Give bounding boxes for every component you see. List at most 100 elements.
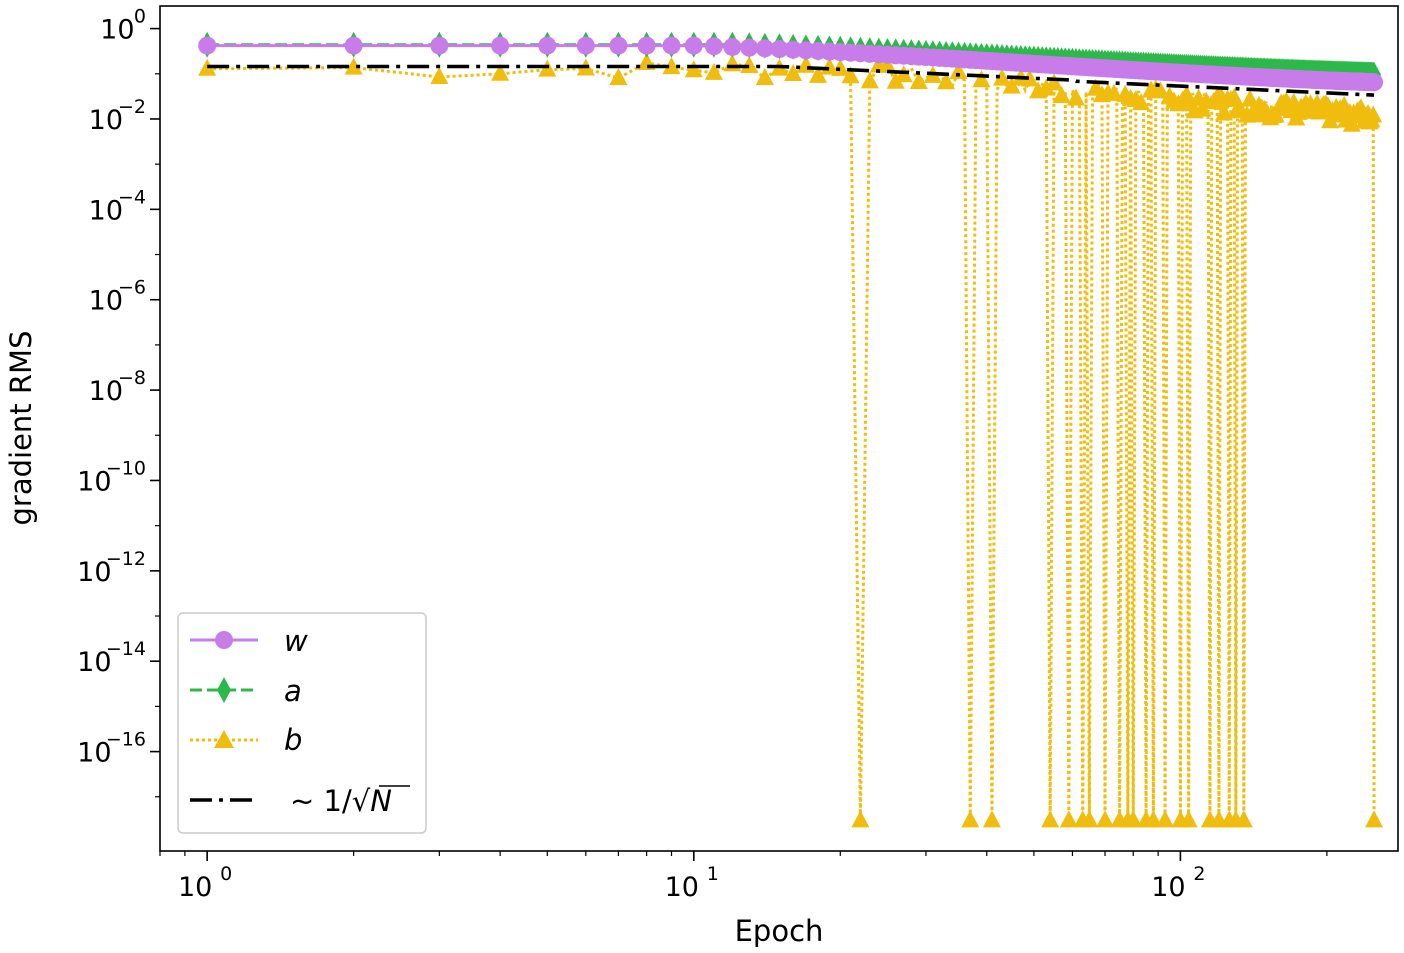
data-point-b: [784, 63, 803, 81]
data-point-w: [784, 40, 803, 59]
y-tick-exponent: −10: [106, 457, 146, 479]
data-point-b: [1104, 83, 1123, 101]
data-point-b: [740, 56, 759, 74]
y-tick-exponent: −2: [118, 96, 146, 118]
data-point-b: [344, 57, 363, 75]
x-tick-label: 10: [1151, 872, 1185, 903]
data-point-b: [860, 71, 879, 89]
plot-frame: [159, 5, 1399, 852]
legend-label-w: w: [284, 624, 308, 658]
legend-sqrt-arg: N: [370, 784, 392, 818]
data-point-w: [723, 37, 742, 56]
y-tick-exponent: 0: [134, 6, 146, 28]
series-markers-w: [198, 36, 1384, 92]
axis-ticks: 10 0 10 1 10 2010−210−410−610−810−1010−1210−1…: [77, 6, 1328, 903]
data-point-b: [937, 72, 956, 90]
data-point-b: [982, 810, 1001, 828]
data-point-b: [704, 62, 723, 80]
data-point-b: [972, 70, 991, 88]
data-point-b: [993, 68, 1012, 86]
data-point-b: [1045, 73, 1064, 91]
data-point-b: [1096, 810, 1115, 828]
data-point-w: [538, 36, 557, 55]
data-point-b: [1041, 810, 1060, 828]
x-tick-exponent: 2: [1193, 863, 1205, 885]
y-tick-exponent: −4: [118, 186, 146, 208]
data-point-w: [198, 36, 217, 55]
x-tick-exponent: 0: [220, 863, 232, 885]
data-point-b: [1080, 810, 1099, 828]
data-point-w: [662, 36, 681, 55]
data-point-b: [961, 810, 980, 828]
y-tick-exponent: −6: [118, 277, 146, 299]
data-point-b: [1156, 810, 1175, 828]
y-tick-label: 10: [77, 738, 111, 769]
data-point-b: [1059, 810, 1078, 828]
data-point-b: [1225, 87, 1244, 105]
legend-label-a: a: [284, 674, 302, 708]
series-markers-b: [198, 52, 1384, 828]
data-point-w: [491, 36, 510, 55]
data-point-b: [684, 60, 703, 78]
x-axis-label: Epoch: [735, 914, 824, 948]
y-tick-exponent: −12: [106, 548, 146, 570]
data-point-b: [809, 65, 828, 83]
data-point-b: [831, 58, 850, 76]
data-point-b: [1002, 76, 1021, 94]
data-point-b: [1365, 810, 1384, 828]
data-point-b: [1066, 88, 1085, 106]
y-tick-exponent: −8: [118, 367, 146, 389]
data-point-b: [1020, 69, 1039, 87]
data-point-w: [1365, 73, 1384, 92]
data-point-b: [609, 67, 628, 85]
y-tick-label: 10: [89, 376, 123, 407]
data-point-w: [684, 36, 703, 55]
data-point-b: [1234, 810, 1253, 828]
x-tick-exponent: 1: [707, 863, 719, 885]
data-point-w: [637, 36, 656, 55]
y-tick-exponent: −14: [106, 638, 146, 660]
data-point-b: [1052, 85, 1071, 103]
data-point-b: [1037, 78, 1056, 96]
data-point-b: [491, 63, 510, 81]
data-point-b: [886, 71, 905, 89]
data-point-b: [198, 58, 217, 76]
y-tick-exponent: −16: [106, 729, 146, 751]
data-point-b: [949, 61, 968, 79]
data-point-w: [430, 36, 449, 55]
legend-handle-a-marker: [217, 677, 231, 703]
data-point-b: [909, 71, 928, 89]
y-tick-label: 10: [100, 15, 134, 46]
data-point-w: [576, 36, 595, 55]
data-point-b: [1179, 810, 1198, 828]
data-point-b: [755, 68, 774, 86]
data-point-b: [430, 66, 449, 84]
data-point-w: [344, 36, 363, 55]
legend-handle-b-marker: [214, 730, 234, 748]
data-point-w: [609, 36, 628, 55]
legend-handles: [190, 631, 258, 802]
legend: w a b ~ 1/√N: [177, 612, 427, 834]
data-point-w: [755, 39, 774, 58]
legend-box: [177, 612, 427, 834]
data-point-w: [770, 40, 789, 59]
y-tick-label: 10: [77, 466, 111, 497]
data-point-b: [1364, 105, 1383, 123]
data-point-b: [662, 57, 681, 75]
legend-sqrt-prefix: ~ 1/: [290, 784, 352, 818]
legend-sqrt-radical: √: [352, 784, 371, 818]
data-point-b: [851, 810, 870, 828]
y-tick-label: 10: [77, 557, 111, 588]
legend-label-b: b: [284, 723, 302, 757]
x-tick-label: 10: [665, 872, 699, 903]
data-point-b: [1124, 810, 1143, 828]
y-tick-label: 10: [77, 647, 111, 678]
y-tick-label: 10: [89, 105, 123, 136]
data-point-b: [1132, 93, 1151, 111]
data-point-b: [841, 66, 860, 84]
y-tick-label: 10: [89, 286, 123, 317]
data-point-b: [1151, 81, 1170, 99]
data-point-b: [1144, 810, 1163, 828]
legend-handle-w-marker: [215, 631, 233, 649]
